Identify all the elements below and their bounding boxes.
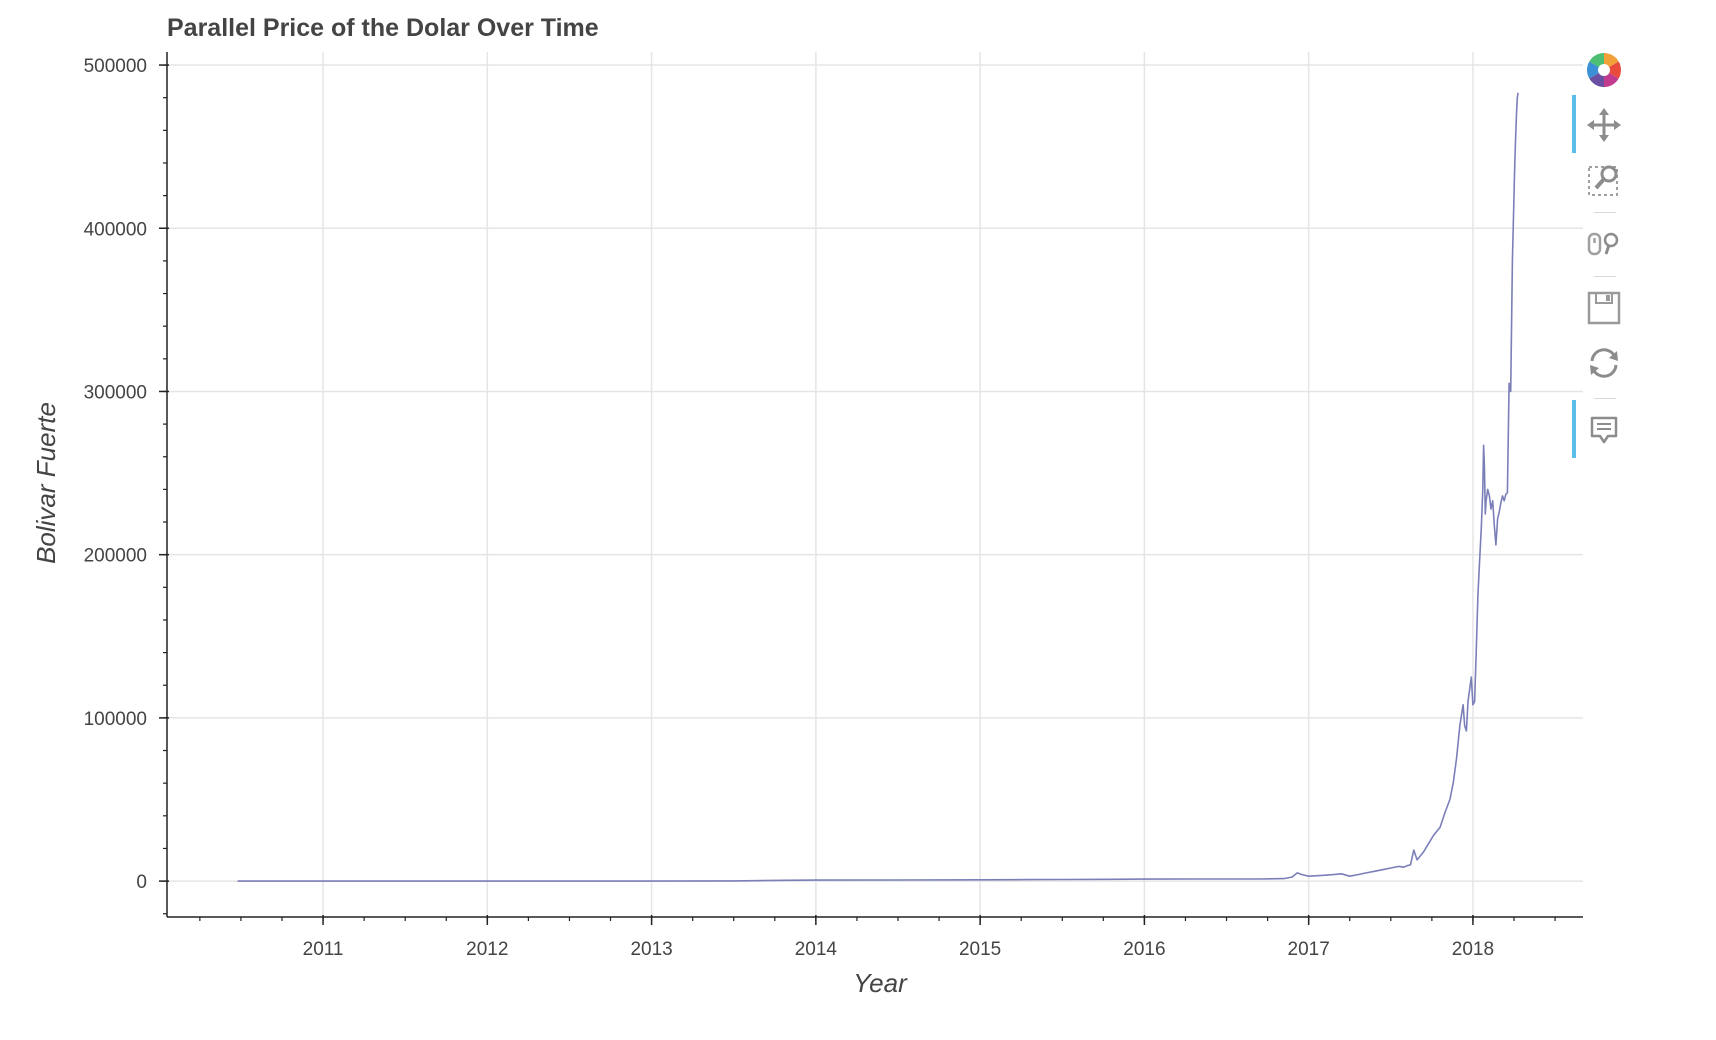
save-tool-button[interactable] xyxy=(1582,286,1626,330)
pan-icon xyxy=(1587,108,1621,142)
x-tick-label: 2015 xyxy=(959,939,1001,960)
wheel-zoom-tool-button[interactable] xyxy=(1582,222,1626,266)
y-tick-label: 400000 xyxy=(84,219,147,240)
toolbar-separator xyxy=(1594,398,1616,399)
reset-tool-button[interactable] xyxy=(1582,341,1626,385)
hover-icon xyxy=(1590,416,1618,444)
reset-icon xyxy=(1590,348,1618,378)
plot-area xyxy=(237,92,1519,882)
x-tick-label: 2011 xyxy=(303,939,344,960)
x-tick-label: 2012 xyxy=(466,939,508,960)
x-tick-label: 2014 xyxy=(795,939,838,960)
axes: 2011 2012 2013 2014 2015 2016 2017 2018 0 100000 2… xyxy=(84,52,1583,960)
x-tick-label: 2017 xyxy=(1288,939,1330,960)
y-tick-label: 100000 xyxy=(84,709,147,730)
chart-title: Parallel Price of the Dolar Over Time xyxy=(167,14,599,42)
series-line xyxy=(237,92,1519,882)
box-zoom-icon xyxy=(1588,165,1618,196)
x-axis-label: Year xyxy=(853,968,908,998)
x-tick-label: 2016 xyxy=(1123,939,1165,960)
box-zoom-tool-button[interactable] xyxy=(1582,158,1626,202)
bokeh-logo-icon[interactable] xyxy=(1582,48,1626,92)
y-tick-label: 200000 xyxy=(84,546,147,567)
pan-tool-button[interactable] xyxy=(1572,95,1626,153)
y-tick-label: 300000 xyxy=(84,382,147,403)
hover-tool-button[interactable] xyxy=(1572,400,1626,458)
toolbar-separator xyxy=(1594,212,1616,213)
x-tick-label: 2018 xyxy=(1452,939,1494,960)
x-tick-label: 2013 xyxy=(630,939,672,960)
wheel-zoom-icon xyxy=(1587,232,1619,256)
y-tick-label: 500000 xyxy=(84,56,147,77)
chart-toolbar xyxy=(1572,40,1628,480)
grid xyxy=(167,52,1583,917)
y-tick-label: 0 xyxy=(136,872,147,893)
y-axis-label: Bolivar Fuerte xyxy=(31,402,61,564)
save-icon xyxy=(1587,291,1621,325)
toolbar-separator xyxy=(1594,276,1616,277)
